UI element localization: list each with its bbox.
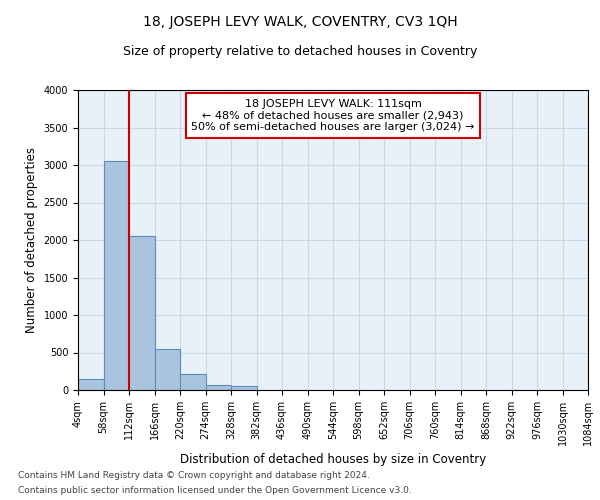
Text: Contains HM Land Registry data © Crown copyright and database right 2024.: Contains HM Land Registry data © Crown c… [18, 471, 370, 480]
Bar [180, 374, 205, 390]
Text: Size of property relative to detached houses in Coventry: Size of property relative to detached ho… [123, 45, 477, 58]
Text: Contains public sector information licensed under the Open Government Licence v3: Contains public sector information licen… [18, 486, 412, 495]
Bar [231, 386, 257, 390]
Text: 18, JOSEPH LEVY WALK, COVENTRY, CV3 1QH: 18, JOSEPH LEVY WALK, COVENTRY, CV3 1QH [143, 15, 457, 29]
Bar [155, 349, 180, 390]
Bar [129, 236, 155, 390]
Bar [104, 161, 129, 390]
Bar [206, 385, 231, 390]
X-axis label: Distribution of detached houses by size in Coventry: Distribution of detached houses by size … [180, 454, 486, 466]
Text: 18 JOSEPH LEVY WALK: 111sqm
← 48% of detached houses are smaller (2,943)
50% of : 18 JOSEPH LEVY WALK: 111sqm ← 48% of det… [191, 99, 475, 132]
Bar [78, 379, 104, 390]
Y-axis label: Number of detached properties: Number of detached properties [25, 147, 38, 333]
